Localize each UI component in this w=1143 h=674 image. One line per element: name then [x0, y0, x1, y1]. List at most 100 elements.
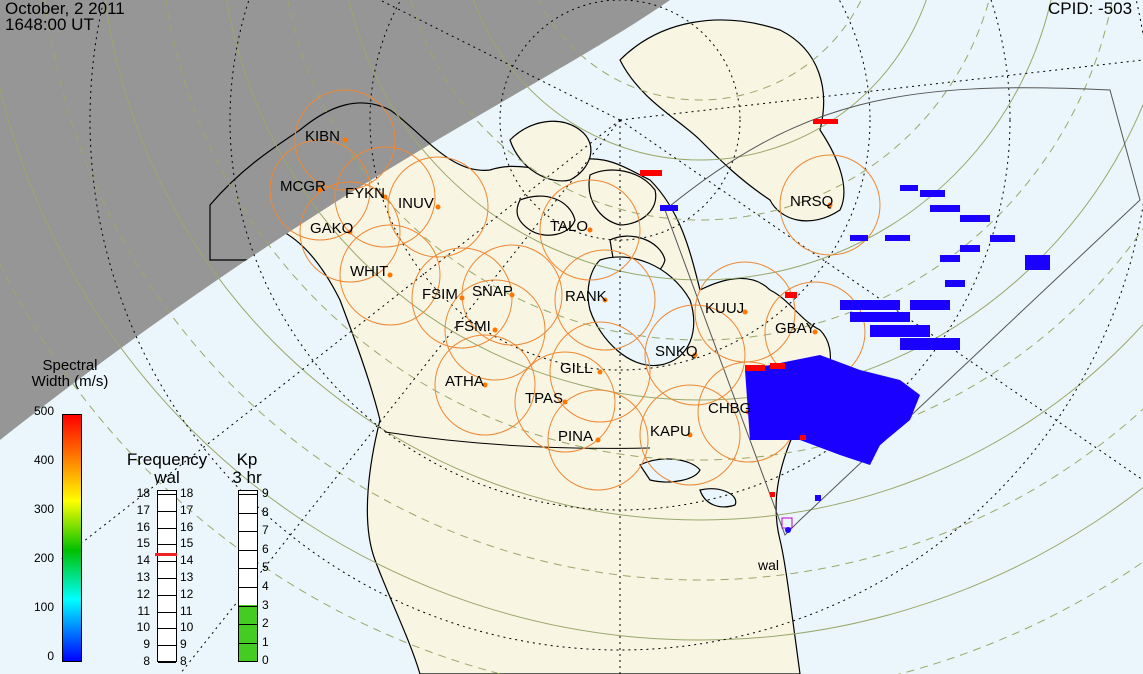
frequency-tick: 14	[180, 553, 194, 568]
station-label: ATHA	[445, 373, 484, 390]
station-label: KAPU	[650, 423, 691, 440]
frequency-tick: 18	[136, 486, 150, 500]
station-dot-atha	[482, 382, 488, 388]
kp-tick: 6	[262, 541, 269, 556]
spectral-tick: 0	[47, 649, 54, 663]
spectral-title: Spectral Width (m/s)	[31, 357, 109, 390]
frequency-tick: 8	[180, 654, 187, 668]
station-dot-fykn	[382, 194, 388, 200]
station-label: GILL	[560, 360, 593, 377]
station-label: WHIT	[350, 263, 389, 280]
station-range-fykn	[334, 146, 436, 248]
kp-tick: 7	[262, 523, 269, 538]
station-label: SNAP	[472, 283, 513, 300]
frequency-marker	[155, 552, 177, 556]
station-range-kibn	[294, 89, 396, 191]
station-dot-nrsq	[827, 202, 833, 208]
frequency-tick: 9	[180, 637, 187, 652]
station-dot-kapu	[687, 432, 693, 438]
kp-tick: 1	[262, 634, 269, 649]
kp-tick: 2	[262, 616, 269, 631]
frequency-gridline	[158, 628, 176, 630]
station-label: TALO	[550, 218, 589, 235]
frequency-tick: 11	[137, 603, 150, 618]
wal-radar-site	[781, 517, 793, 533]
night-region	[0, 0, 670, 440]
station-dot-gill	[597, 369, 603, 375]
station-dot-talo	[587, 227, 593, 233]
station-label: MCGR	[280, 178, 326, 195]
station-label: FSIM	[422, 286, 458, 303]
kp-gridline	[239, 587, 257, 588]
kp-title: Kp 3 hr	[232, 450, 262, 487]
wal-fov	[664, 87, 1141, 536]
station-range-fsim	[411, 247, 513, 349]
station-range-talo	[539, 179, 641, 281]
station-label: FYKN	[345, 185, 386, 202]
station-dot-mcgr	[317, 187, 323, 193]
station-range-atha	[434, 334, 536, 436]
station-dot-inuv	[435, 204, 441, 210]
spectral-tick: 400	[33, 453, 54, 467]
station-label: INUV	[398, 195, 434, 212]
frequency-tick: 16	[180, 519, 194, 534]
frequency-tick: 17	[136, 502, 150, 517]
frequency-tick: 15	[136, 536, 150, 551]
frequency-gridline	[158, 544, 176, 546]
spectral-colorbar	[62, 414, 82, 662]
station-label: PINA	[558, 428, 594, 445]
frequency-title: Frequency wal	[126, 450, 208, 487]
station-label: CHBG	[708, 400, 752, 417]
station-dot-kuuj	[742, 309, 748, 315]
station-dot-fsim	[459, 295, 465, 301]
frequency-gridline	[158, 662, 176, 663]
frequency-tick: 10	[180, 620, 194, 635]
station-range-pina	[547, 389, 649, 491]
frequency-tick: 12	[136, 586, 150, 601]
date-label: October, 2 2011	[5, 0, 125, 18]
station-range-mcgr	[269, 139, 371, 241]
station-dot-tpas	[562, 399, 568, 405]
spectral-tick: 500	[33, 404, 54, 418]
time-label: 1648:00 UT	[5, 15, 94, 34]
kp-gridline	[239, 512, 257, 514]
frequency-tick: 8	[143, 654, 150, 668]
station-range-nrsq	[779, 154, 881, 256]
spectral-tick: 300	[33, 502, 54, 516]
kp-tick: 4	[262, 579, 269, 593]
station-range-gako	[299, 181, 401, 283]
frequency-bar	[157, 490, 177, 662]
station-range-snkq	[644, 304, 746, 406]
spectral-tick: 100	[33, 600, 54, 614]
kp-tick: 3	[262, 597, 269, 612]
frequency-tick: 9	[143, 637, 150, 652]
station-dot-whit	[387, 272, 393, 278]
station-dot-snkq	[692, 352, 698, 358]
station-dot-rank	[602, 297, 608, 303]
kp-gridline	[239, 605, 257, 607]
scatter-echoes	[660, 185, 1050, 501]
frequency-gridline	[158, 611, 176, 613]
station-label: FSMI	[455, 318, 491, 335]
station-range-gill	[549, 321, 651, 423]
station-range-kapu	[639, 384, 741, 486]
frequency-tick: 13	[136, 570, 150, 584]
kp-tick: 0	[262, 653, 269, 668]
station-dot-kibn	[342, 137, 348, 143]
frequency-gridline	[158, 561, 176, 563]
frequency-gridline	[158, 527, 176, 529]
station-range-rank	[554, 249, 656, 351]
frequency-tick: 14	[136, 553, 150, 568]
station-dot-gbay	[812, 329, 818, 335]
kp-gridline	[239, 568, 257, 570]
frequency-gridline	[158, 510, 176, 512]
frequency-tick: 13	[180, 570, 194, 584]
station-markers	[317, 137, 833, 443]
frequency-tick: 12	[180, 586, 194, 601]
frequency-tick: 10	[136, 620, 150, 635]
station-range-snap	[461, 244, 563, 346]
frequency-tick: 11	[180, 603, 193, 618]
kp-tick: 5	[262, 560, 269, 575]
station-dot-pina	[595, 437, 601, 443]
station-label: KIBN	[305, 128, 341, 145]
